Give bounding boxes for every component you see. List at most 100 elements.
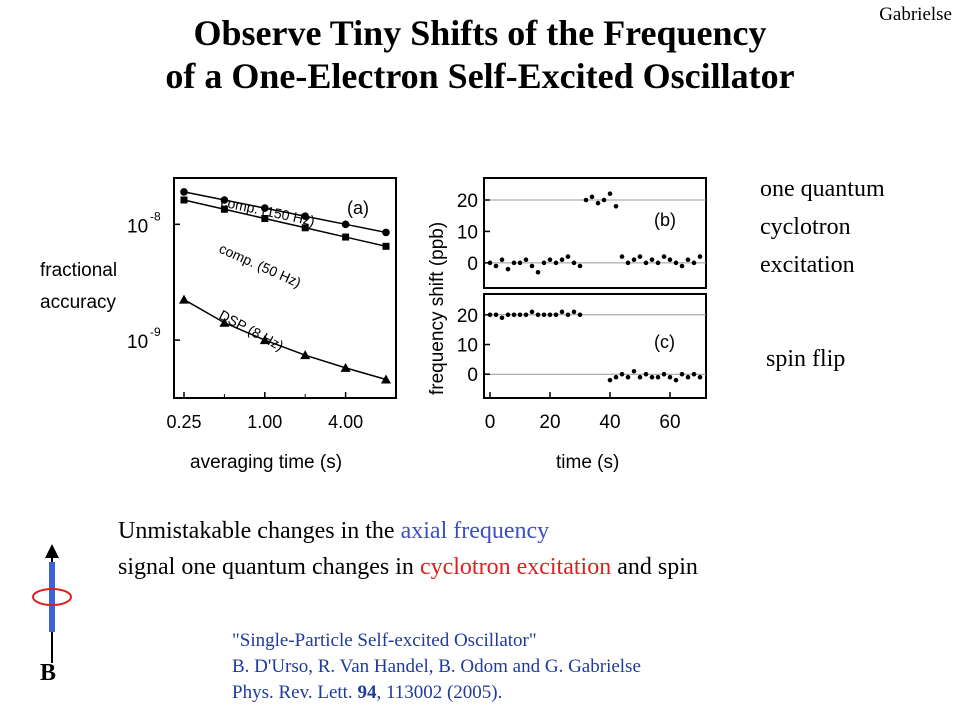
b-panel-label: (b) [654,210,676,230]
data-point [541,312,547,318]
data-point [553,260,559,266]
data-point [673,260,679,266]
bc-ylabel: frequency shift (ppb) [427,222,448,395]
data-point [649,374,655,380]
data-point-triangle [300,350,311,360]
data-point [613,374,619,380]
y-tick-label: 20 [457,306,478,327]
data-point [649,257,655,263]
data-point-triangle [179,294,189,304]
x-tick-label: 60 [659,412,680,433]
data-point [511,312,517,318]
spin-annotation: spin flip [766,346,846,372]
data-point [679,371,685,377]
data-point [541,260,547,266]
data-point [637,254,643,259]
data-point [619,254,625,259]
data-point [511,260,517,266]
y-tick-base: 10 [127,216,148,237]
orbit-ring-icon [32,588,72,606]
data-point [547,257,553,263]
reference-rest: , 113002 (2005). [376,682,503,703]
data-point [523,312,529,318]
caption-line2-start: signal one quantum changes in [118,554,414,580]
data-point [535,312,541,318]
data-point [517,260,523,266]
data-point [631,368,637,374]
fit-line [183,199,387,248]
data-point [697,254,703,259]
reference-journal: Phys. Rev. Lett. [232,682,353,703]
y-tick-label: 0 [467,254,478,275]
data-point [487,260,493,266]
axial-frequency-highlight: axial frequency [400,518,550,544]
data-point [529,263,535,269]
data-point [601,197,607,203]
data-point [643,371,649,377]
caption-line-2: signal one quantum changes in cyclotron e… [118,549,698,585]
data-point [667,257,673,263]
cyclotron-excitation-highlight: cyclotron excitation [419,554,612,580]
fit-line [183,191,387,234]
a-xlabel: averaging time (s) [190,452,342,473]
c-xlabel: time (s) [556,452,619,473]
caption-line1-start: Unmistakable changes in the [118,518,395,544]
data-point-circle [220,196,229,204]
reference-citation: Phys. Rev. Lett. 94, 113002 (2005). [232,680,641,706]
annotation-line: excitation [760,252,855,278]
data-point-square [342,233,350,241]
data-point [691,260,697,266]
annotation-line: cyclotron [760,214,851,240]
x-tick-label: 40 [599,412,620,433]
data-point [679,263,685,269]
data-point [613,203,619,209]
x-tick-label: 1.00 [247,412,282,432]
data-point [625,260,631,266]
fit-line [183,298,387,381]
data-point-circle [341,220,350,229]
data-point [673,377,679,383]
x-tick-label: 4.00 [328,412,363,432]
data-point [571,260,577,266]
data-point [661,254,667,259]
data-point [667,374,673,380]
data-point [493,263,499,269]
data-point-square [261,215,269,223]
y-tick-exponent: -9 [150,325,161,339]
y-tick-label: 10 [457,222,478,243]
data-point [625,374,631,380]
a-panel-label: (a) [347,198,369,218]
y-tick-label: 20 [457,191,478,212]
data-point-triangle [259,335,270,345]
reference-title: "Single-Particle Self-excited Oscillator… [232,630,537,651]
plot-b-layer: 0 10 20 [457,191,706,275]
data-point-square [301,224,309,232]
data-point [577,312,583,318]
x-tick-label: 0.25 [166,412,201,432]
data-point-square [220,205,228,213]
c-panel-label: (c) [654,332,675,352]
data-point [685,374,691,380]
y-tick-base: 10 [127,332,148,353]
y-tick-label: 10 [457,336,478,357]
panel-a-frame [173,177,397,399]
data-point [637,374,643,380]
reference-authors: B. D'Urso, R. Van Handel, B. Odom and G.… [232,656,641,677]
title-line-1: Observe Tiny Shifts of the Frequency [193,13,767,53]
data-point [547,312,553,318]
data-point [607,377,613,383]
data-point [559,309,565,315]
data-point [619,371,625,377]
data-point [661,371,667,377]
data-point [529,309,535,315]
data-point-triangle [340,362,351,372]
data-point [517,312,523,318]
cyclotron-annotation: one quantum cyclotron excitation [760,170,885,284]
x-tick-label: 20 [539,412,560,433]
data-point-circle [261,204,269,212]
data-point [565,312,571,318]
data-point [655,374,661,380]
data-point-square [382,242,390,250]
